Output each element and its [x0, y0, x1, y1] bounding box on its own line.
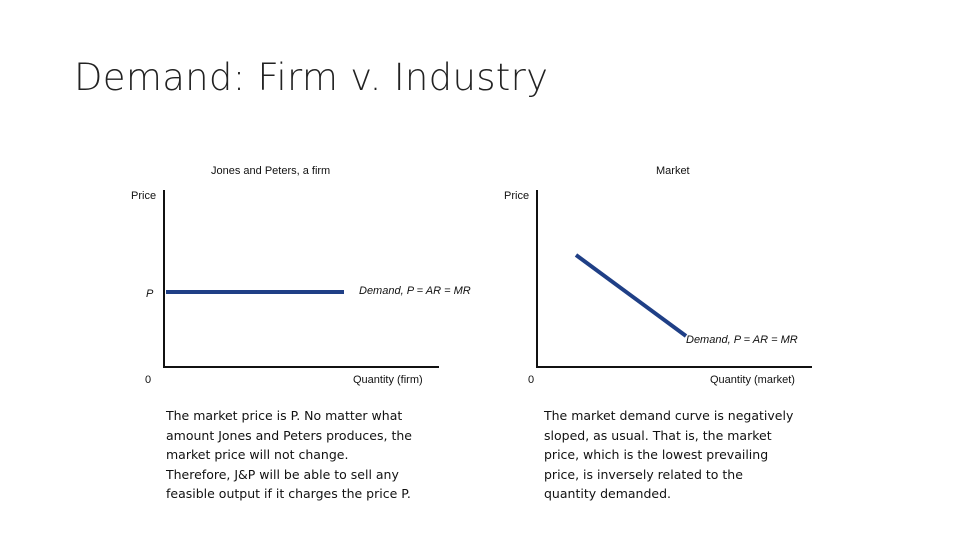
market-caption: The market demand curve is negatively sl… [544, 406, 844, 504]
firm-caption: The market price is P. No matter what am… [166, 406, 466, 504]
caption-line: feasible output if it charges the price … [166, 486, 411, 501]
market-origin-label: 0 [528, 374, 535, 386]
caption-line: quantity demanded. [544, 486, 672, 501]
firm-origin-label: 0 [145, 374, 152, 386]
caption-line: sloped, as usual. That is, the market [544, 427, 772, 443]
caption-line: amount Jones and Peters produces, the [166, 427, 412, 443]
firm-quantity-axis-label: Quantity (firm) [353, 374, 423, 386]
slide-title: Demand: Firm v. Industry [74, 56, 549, 99]
market-x-axis [536, 366, 812, 368]
firm-y-axis [163, 190, 165, 368]
caption-line: price, is inversely related to the [544, 466, 743, 482]
market-price-axis-label: Price [504, 190, 530, 202]
firm-price-axis-label: Price [131, 190, 157, 202]
market-quantity-axis-label: Quantity (market) [710, 374, 795, 386]
caption-line: market price will not change. [166, 447, 349, 462]
firm-x-axis [163, 366, 439, 368]
market-demand-label: Demand, P = AR = MR [686, 334, 798, 346]
market-panel-heading: Market [656, 165, 690, 177]
firm-demand-label: Demand, P = AR = MR [359, 285, 471, 297]
caption-line: The market demand curve is negatively [544, 408, 794, 423]
caption-line: price, which is the lowest prevailing [544, 447, 769, 462]
market-y-axis [536, 190, 538, 368]
caption-line: The market price is P. No matter what [166, 408, 403, 423]
caption-line: Therefore, J&P will be able to sell any [166, 466, 399, 482]
firm-panel-heading: Jones and Peters, a firm [211, 165, 331, 177]
firm-price-tick-label: P [146, 288, 154, 300]
